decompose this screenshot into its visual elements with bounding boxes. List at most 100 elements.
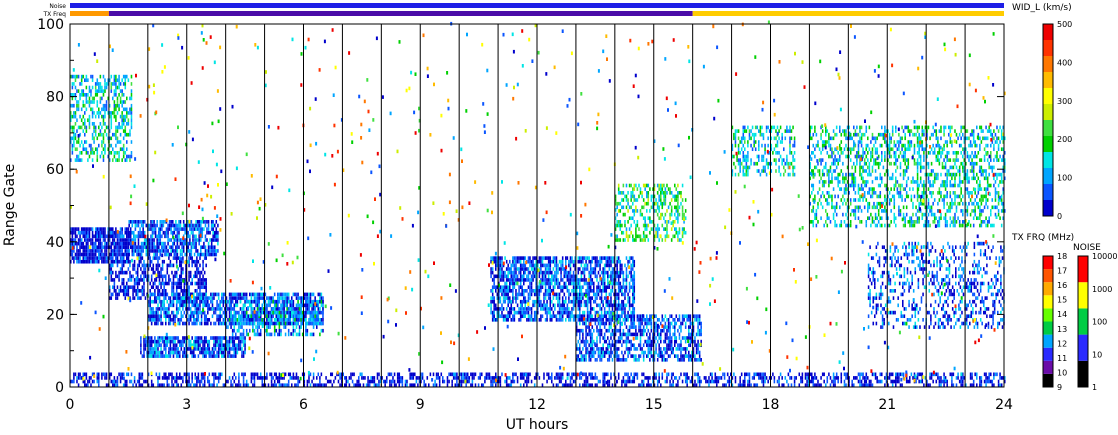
echo-cell: [549, 292, 552, 297]
echo-cell: [557, 281, 559, 286]
echo-cell: [175, 314, 178, 319]
echo-cell: [150, 223, 152, 228]
echo-cell: [504, 256, 506, 260]
echo-cell: [544, 318, 547, 322]
echo-cell: [77, 241, 80, 246]
echo-cell: [90, 151, 92, 155]
echo-cell: [173, 223, 176, 228]
echo-cell: [147, 299, 150, 304]
echo-cell: [87, 151, 89, 155]
echo-cell: [152, 350, 155, 355]
echo-cell: [197, 347, 200, 351]
echo-cell: [580, 376, 583, 380]
echo-cell: [853, 383, 855, 388]
echo-cell: [98, 238, 100, 242]
echo-cell: [121, 103, 123, 108]
echo-cell: [113, 252, 116, 257]
echo-cell: [166, 281, 169, 286]
echo-cell: [88, 125, 91, 130]
echo-cell: [126, 238, 128, 242]
echo-cell: [98, 234, 100, 239]
echo-cell: [230, 354, 232, 358]
echo-cell: [76, 74, 78, 79]
echo-cell: [560, 263, 562, 268]
echo-cell: [124, 289, 127, 293]
echo-cell: [171, 270, 173, 275]
echo-cell: [301, 332, 304, 337]
echo-cell: [983, 372, 986, 377]
echo-cell: [628, 376, 631, 380]
echo-cell: [495, 383, 497, 388]
echo-cell: [161, 245, 163, 250]
echo-cell: [116, 96, 119, 101]
echo-cell: [320, 292, 323, 297]
echo-cell: [586, 256, 589, 260]
echo-cell: [112, 285, 114, 290]
echo-cell: [156, 238, 158, 242]
echo-cell: [177, 278, 179, 282]
echo-cell: [678, 376, 681, 380]
echo-cell: [149, 263, 151, 268]
echo-cell: [74, 241, 77, 246]
echo-cell: [554, 292, 556, 297]
echo-cell: [211, 307, 214, 311]
echo-cell: [558, 285, 561, 290]
echo-cell: [913, 372, 916, 377]
echo-cell: [499, 314, 502, 319]
echo-cell: [225, 310, 228, 315]
echo-cell: [70, 241, 72, 246]
echo-cell: [88, 249, 91, 253]
echo-cell: [131, 249, 134, 253]
echo-cell: [197, 336, 200, 340]
echo-cell: [551, 270, 553, 275]
echo-cell: [239, 299, 242, 304]
echo-cell: [546, 299, 548, 304]
echo-cell: [202, 354, 204, 358]
echo-cell: [572, 270, 575, 275]
echo-cell: [793, 376, 796, 380]
echo-cell: [150, 234, 152, 239]
echo-cell: [205, 285, 207, 290]
echo-cell: [291, 303, 293, 308]
echo-cell: [376, 376, 379, 380]
echo-cell: [241, 307, 243, 311]
echo-cell: [110, 234, 113, 239]
echo-cell: [121, 263, 123, 268]
echo-cell: [173, 252, 176, 257]
echo-cell: [208, 339, 211, 344]
echo-cell: [320, 299, 323, 304]
echo-cell: [298, 310, 301, 315]
echo-cell: [526, 299, 528, 304]
echo-cell: [153, 223, 155, 228]
echo-cell: [630, 379, 632, 384]
echo-cell: [203, 347, 206, 351]
echo-cell: [147, 350, 150, 355]
echo-cell: [168, 274, 170, 279]
echo-cell: [155, 354, 158, 358]
echo-cell: [219, 343, 221, 348]
echo-cell: [197, 259, 200, 264]
echo-cell: [84, 78, 86, 83]
echo-cell: [124, 270, 127, 275]
echo-cell: [348, 383, 351, 388]
echo-cell: [291, 383, 293, 388]
echo-cell: [132, 292, 134, 297]
echo-cell: [200, 347, 203, 351]
echo-cell: [501, 372, 503, 377]
echo-cell: [937, 376, 939, 380]
echo-cell: [686, 379, 688, 384]
echo-cell: [311, 314, 313, 319]
echo-cell: [509, 314, 511, 319]
echo-cell: [523, 292, 525, 297]
echo-cell: [158, 281, 161, 286]
echo-cell: [943, 372, 945, 377]
echo-cell: [197, 379, 200, 384]
echo-cell: [150, 343, 153, 348]
echo-cell: [178, 220, 180, 224]
echo-cell: [270, 296, 273, 300]
echo-cell: [292, 299, 295, 304]
echo-cell: [183, 296, 186, 300]
echo-cell: [91, 122, 94, 126]
echo-cell: [748, 379, 751, 384]
echo-cell: [330, 379, 332, 384]
